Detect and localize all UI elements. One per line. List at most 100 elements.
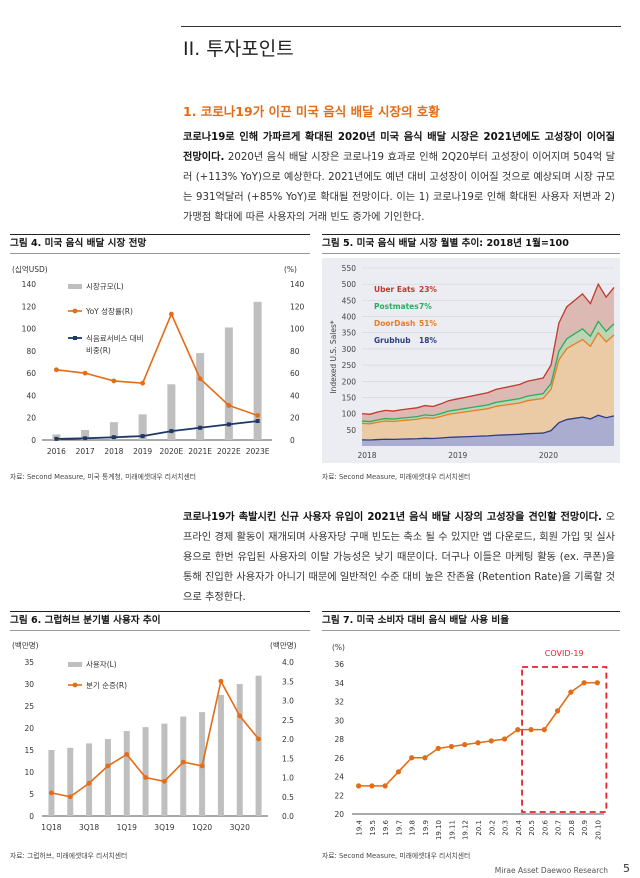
fig7-point: [594, 680, 600, 686]
fig7-xtick-label: 19.6: [382, 819, 390, 835]
fig4-y2tick-label: 20: [290, 414, 300, 423]
fig4-bar: [167, 384, 176, 440]
fig6-source: 자료: 그럽허브, 미래에셋대우 리서치센터: [10, 852, 128, 860]
fig4-xtick-label: 2019: [133, 447, 152, 456]
fig7-ytick-label: 26: [334, 754, 344, 763]
fig4-legend-label: 비중(R): [86, 346, 111, 355]
fig4-point-yoy: [53, 367, 59, 373]
fig7-xtick-label: 19.11: [448, 820, 456, 840]
fig6-y2tick-label: 3.5: [282, 677, 294, 686]
fig7-point: [409, 755, 415, 761]
fig4-chart: (십억USD) (%) 0 0 20 20 40 40 60 60 80 80 100 100 120 120…: [12, 265, 305, 456]
fig6-bar: [67, 747, 74, 816]
fig4-point-share: [255, 419, 260, 424]
fig4-point-yoy: [111, 378, 117, 384]
header-rule: [181, 26, 621, 27]
fig5-line-uber-eats: [361, 282, 615, 415]
fig6-bar: [86, 743, 93, 816]
fig4-legend-marker-yoy: [72, 308, 78, 314]
fig5-legend-name: Grubhub: [374, 336, 411, 345]
paragraph-1: 코로나19로 인해 가파르게 확대된 2020년 미국 음식 배달 시장은 20…: [183, 128, 615, 228]
fig7-ytick-label: 28: [334, 735, 344, 744]
fig4-point-yoy: [197, 376, 203, 382]
fig4-right-unit: (%): [284, 265, 297, 274]
paragraph-2-lead: 코로나19가 촉발시킨 신규 사용자 유입이 2021년 음식 배달 시장의 고…: [183, 512, 602, 523]
fig6-bar: [142, 727, 149, 816]
fig4-xtick-label: 2017: [76, 447, 95, 456]
fig4-xtick-label: 2023E: [246, 447, 270, 456]
fig6-point-net-add: [86, 780, 92, 786]
fig6-left-unit: (백만명): [12, 640, 39, 650]
fig4-point-share: [198, 425, 203, 430]
fig7-point: [501, 736, 508, 742]
fig4-xtick-label: 2016: [47, 447, 66, 456]
fig4-y2tick-label: 140: [290, 280, 305, 289]
fig5-legend-share: 7%: [419, 302, 432, 311]
fig7-point: [488, 738, 494, 744]
fig4-ytick-label: 100: [22, 325, 37, 334]
fig5-ytick-label: 200: [342, 377, 357, 386]
fig7-point: [541, 727, 547, 733]
fig5-legend-share: 51%: [419, 319, 437, 328]
fig5-xtick-label: 2018: [357, 451, 376, 460]
fig4-point-share: [111, 435, 116, 440]
fig5-legend-name: Uber Eats: [374, 285, 416, 294]
fig7-title: 그림 7. 미국 소비자 대비 음식 배달 사용 비율: [322, 611, 620, 631]
fig5-line-postmates: [361, 320, 615, 423]
fig4-y2tick-label: 40: [290, 391, 300, 400]
fig7-ytick-label: 32: [334, 698, 344, 707]
fig7-xtick-label: 20.2: [488, 820, 496, 836]
fig6-ytick-label: 5: [29, 790, 34, 799]
fig7-point: [369, 783, 375, 789]
fig5-ytick-label: 250: [342, 361, 357, 370]
fig5-ytick-label: 350: [342, 329, 357, 338]
fig4-bar: [109, 422, 118, 440]
fig6-point-net-add: [49, 790, 54, 796]
fig5-ytick-label: 450: [342, 296, 357, 305]
fig5-xtick-label: 2020: [539, 451, 558, 460]
fig4-ytick-label: 140: [22, 280, 37, 289]
fig4-y2tick-label: 80: [290, 347, 300, 356]
fig7-covid-label: COVID-19: [545, 649, 584, 658]
fig4-point-share: [226, 422, 231, 427]
fig6-point-net-add: [237, 713, 243, 719]
fig6-ytick-label: 20: [24, 724, 34, 733]
fig6-point-net-add: [180, 759, 186, 765]
subsection-title: 1. 코로나19가 이끈 미국 음식 배달 시장의 호황: [183, 104, 440, 119]
fig4-bar: [138, 414, 147, 440]
fig7-xtick-label: 19.8: [409, 820, 417, 836]
fig4-point-share: [169, 429, 174, 434]
fig7-point: [528, 727, 534, 733]
fig6-xtick-label: 3Q19: [154, 823, 174, 832]
fig7-xtick-label: 20.6: [541, 819, 549, 835]
fig5-ylabel: Indexed U.S. Sales*: [329, 320, 338, 394]
fig4-xtick-label: 2022E: [217, 447, 241, 456]
fig6-legend-label: 분기 순증(R): [86, 681, 127, 690]
fig6-legend-swatch-bar: [68, 662, 82, 667]
fig5-ytick-label: 100: [342, 410, 357, 419]
fig6-title: 그림 6. 그럽허브 분기별 사용자 추이: [10, 611, 310, 631]
fig7-xtick-label: 19.9: [422, 820, 430, 836]
fig6-ytick-label: 25: [24, 702, 34, 711]
fig6-legend-label: 사용자(L): [86, 660, 117, 669]
fig7-line: [358, 681, 598, 787]
fig7-ytick-label: 20: [334, 810, 344, 819]
fig5-ytick-label: 150: [342, 393, 357, 402]
fig4-y2tick-label: 60: [290, 369, 300, 378]
fig4-bar: [81, 429, 90, 440]
fig6-y2tick-label: 4.0: [282, 658, 294, 667]
fig6-bar: [48, 750, 55, 816]
paragraph-2-body: 오프라인 경제 활동이 재개되며 사용자당 구매 빈도는 축소 될 수 있지만 …: [183, 512, 615, 603]
fig4-y2tick-label: 100: [290, 325, 305, 334]
fig5-line-doordash: [361, 331, 615, 425]
fig6-point-net-add: [218, 678, 224, 684]
fig6-point-net-add: [256, 736, 261, 742]
fig4-left-unit: (십억USD): [12, 265, 48, 274]
fig4-point-yoy: [168, 311, 174, 317]
fig6-ytick-label: 0: [29, 812, 34, 821]
fig6-bar: [236, 684, 243, 816]
fig7-point: [581, 680, 587, 686]
paragraph-2: 코로나19가 촉발시킨 신규 사용자 유입이 2021년 음식 배달 시장의 고…: [183, 508, 615, 608]
fig7-xtick-label: 20.7: [555, 820, 563, 836]
fig4-line-yoy: [56, 312, 258, 417]
